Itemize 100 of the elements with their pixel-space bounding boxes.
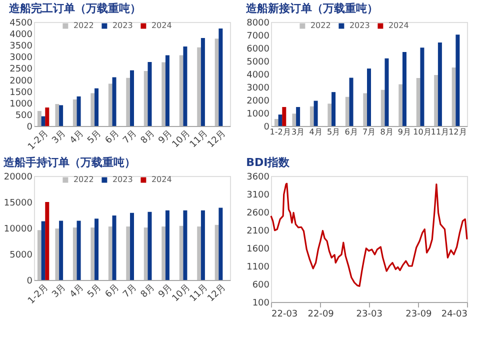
chart-title: 造船新接订单（万载重吨）: [245, 2, 378, 15]
bar: [363, 93, 368, 126]
bar: [126, 78, 130, 126]
x-tick-label: 23-03: [356, 310, 382, 320]
y-tick-label: 1500: [10, 88, 33, 98]
x-tick-label: 3月: [50, 282, 68, 300]
bar: [218, 28, 223, 126]
bar: [292, 114, 296, 126]
bar: [345, 96, 350, 126]
x-tick-label: 5月: [86, 282, 104, 300]
bar: [183, 210, 188, 280]
legend-label: 2024: [151, 175, 172, 184]
y-tick-label: 4000: [10, 30, 33, 40]
x-tick-label: 12月: [448, 128, 467, 136]
bar: [314, 100, 318, 126]
y-tick-label: 100: [252, 298, 270, 308]
y-tick-label: 3000: [246, 84, 270, 94]
legend-label: 2022: [73, 21, 94, 30]
y-tick-label: 3600: [246, 172, 270, 182]
bar: [55, 104, 60, 126]
legend-label: 2023: [349, 21, 370, 30]
x-tick-label: 3月: [50, 128, 68, 146]
x-tick-label: 1-2月: [270, 128, 291, 136]
x-tick-label: 22-09: [308, 310, 334, 320]
y-tick-label: 4000: [246, 70, 270, 80]
y-tick-label: 3100: [246, 190, 270, 200]
bar: [197, 47, 202, 126]
y-tick-label: 8000: [246, 18, 270, 28]
legend-label: 2022: [73, 175, 94, 184]
legend-label: 2023: [112, 175, 133, 184]
bar: [162, 62, 166, 126]
x-tick-label: 6月: [104, 128, 122, 146]
bar: [402, 52, 406, 126]
bar: [55, 228, 60, 280]
legend-label: 2022: [310, 21, 331, 30]
x-tick-label: 11月: [430, 128, 450, 136]
line-series: [270, 182, 468, 287]
bar: [200, 38, 205, 126]
bar: [165, 55, 170, 126]
y-tick-label: 2500: [10, 64, 33, 75]
bar: [130, 212, 134, 280]
bar: [384, 58, 389, 126]
y-tick-label: 1000: [246, 110, 270, 120]
x-tick-label: 7月: [122, 128, 140, 146]
bar: [310, 106, 314, 126]
bar: [59, 105, 64, 126]
bar: [72, 227, 77, 280]
x-tick-label: 24-03: [441, 310, 468, 320]
bar: [367, 68, 371, 126]
legend-label: 2024: [388, 21, 409, 30]
y-tick-label: 2000: [246, 96, 270, 106]
bar: [59, 220, 64, 280]
bar: [94, 218, 99, 280]
y-tick-label: 15000: [4, 198, 33, 208]
y-tick-label: 3000: [10, 53, 33, 64]
x-tick-label: 7月: [122, 282, 140, 300]
bar: [130, 70, 134, 126]
x-tick-label: 4月: [68, 282, 86, 300]
y-tick-label: 10000: [4, 224, 33, 234]
bar: [90, 93, 95, 126]
y-tick-label: 6000: [246, 44, 270, 54]
bar: [420, 48, 424, 126]
x-tick-label: 6月: [344, 128, 358, 136]
legend-label: 2024: [151, 21, 172, 30]
bar: [162, 226, 166, 280]
x-tick-label: 9月: [398, 128, 412, 136]
x-tick-label: 12月: [206, 128, 228, 150]
x-tick-label: 4月: [309, 128, 322, 136]
bar: [438, 42, 442, 126]
bar: [45, 108, 50, 126]
bar: [165, 210, 170, 280]
y-tick-label: 600: [252, 280, 270, 290]
y-tick-label: 2000: [10, 76, 33, 86]
x-tick-label: 5月: [326, 128, 340, 136]
bar: [148, 212, 152, 280]
bar: [112, 77, 116, 126]
bar: [126, 226, 130, 280]
bar: [108, 226, 112, 280]
x-tick-label: 22-03: [272, 310, 298, 320]
y-tick-label: 2100: [246, 226, 270, 236]
bar: [296, 107, 300, 126]
x-tick-label: 23-09: [406, 310, 432, 320]
y-tick-label: 3500: [10, 42, 33, 52]
bar: [282, 107, 286, 126]
bar: [398, 84, 403, 126]
bar: [349, 78, 354, 126]
y-tick-label: 5000: [246, 58, 270, 68]
bar: [218, 208, 223, 280]
y-tick-label: 1600: [246, 244, 270, 254]
bar: [112, 216, 116, 280]
bar: [108, 84, 112, 126]
bar: [332, 92, 336, 126]
chart-title: 造船完工订单（万载重吨）: [8, 2, 142, 15]
y-tick-label: 1100: [246, 262, 270, 272]
chart-title: 造船手持订单（万载重吨）: [2, 156, 136, 169]
y-tick-label: 7000: [246, 32, 270, 42]
y-tick-label: 500: [15, 110, 33, 121]
bar: [183, 46, 188, 126]
x-tick-label: 5月: [86, 128, 104, 146]
bar: [200, 210, 205, 280]
